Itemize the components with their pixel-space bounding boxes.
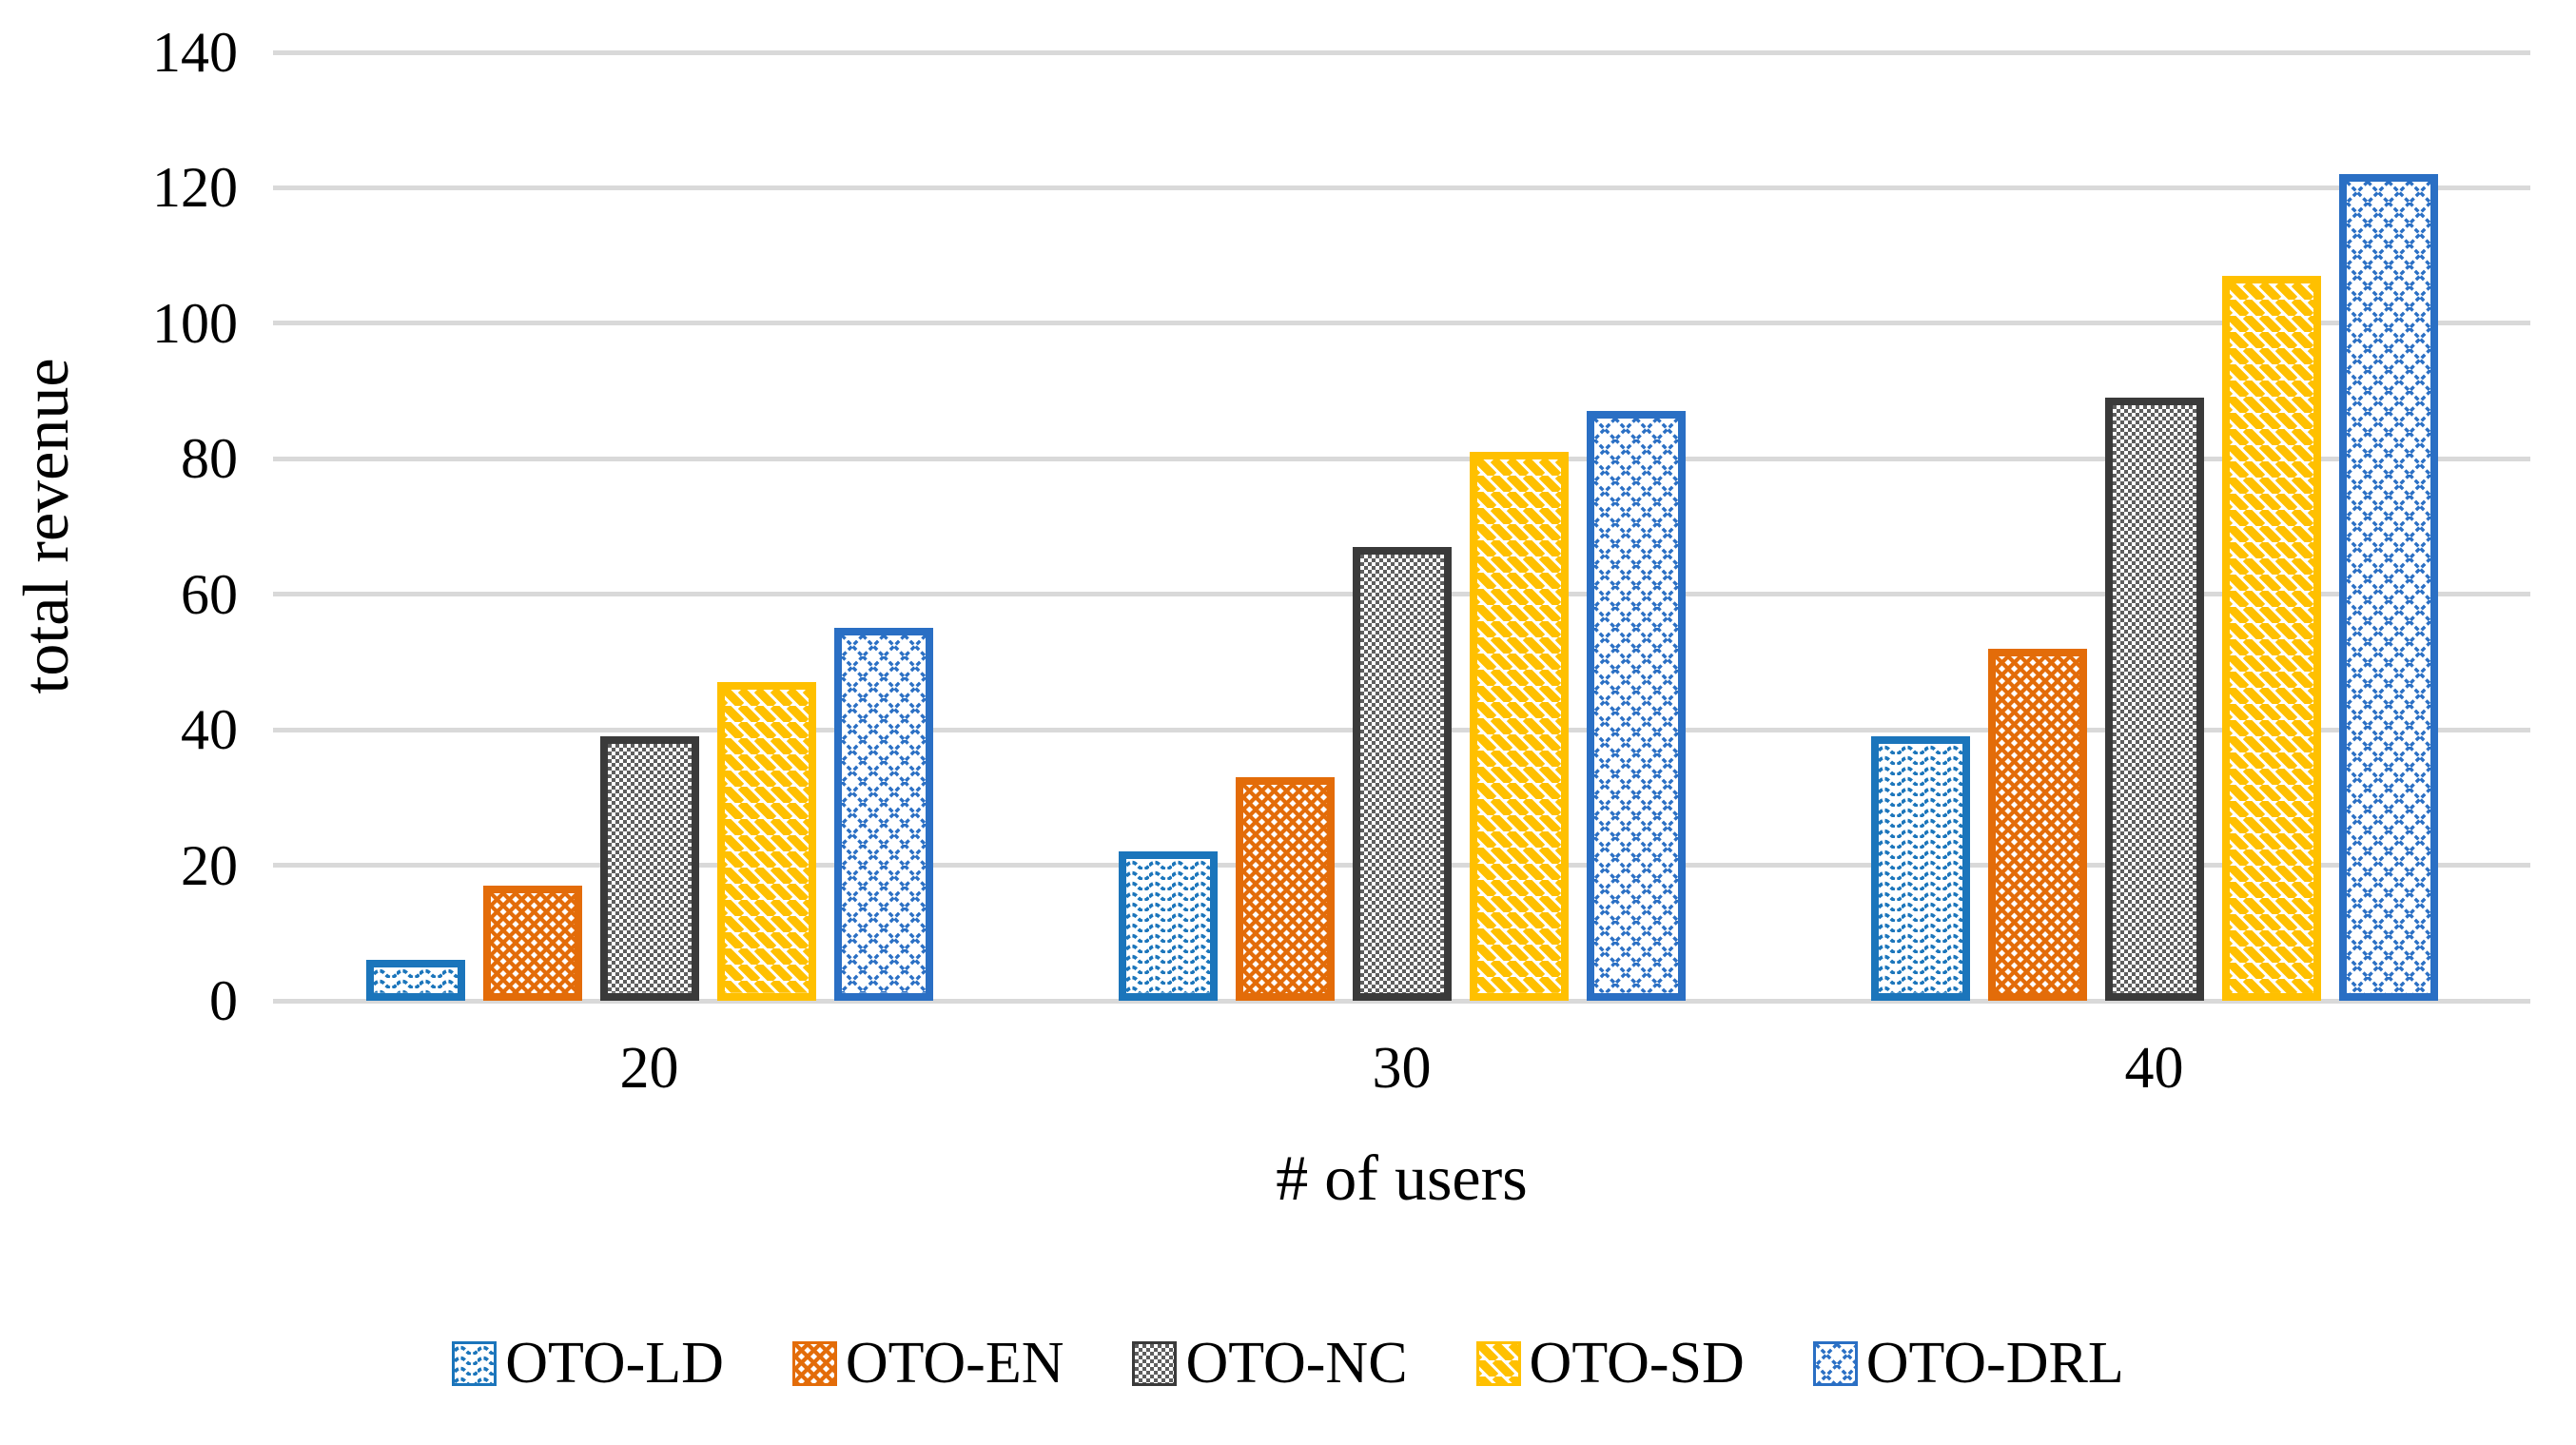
x-tick-label: 30 (1372, 1036, 1432, 1101)
x-tick-label: 40 (2124, 1036, 2184, 1101)
bar-OTO-NC-30 (1352, 546, 1452, 1001)
legend-item-OTO-EN: OTO-EN (791, 1330, 1064, 1396)
legend-swatch-icon (452, 1340, 498, 1386)
bar-group-20 (273, 52, 1025, 1001)
y-tick-label: 40 (181, 698, 238, 762)
legend-label: OTO-NC (1185, 1331, 1408, 1396)
bar-OTO-LD-20 (365, 960, 465, 1001)
y-tick-label: 80 (181, 427, 238, 491)
y-tick-label: 60 (181, 562, 238, 626)
gridline (273, 321, 2530, 326)
legend-label: OTO-DRL (1865, 1331, 2124, 1396)
y-axis-title: total revenue (10, 358, 82, 694)
bar-OTO-DRL-40 (2338, 174, 2438, 1001)
legend-label: OTO-LD (505, 1331, 724, 1396)
x-axis-line (273, 998, 2530, 1004)
y-tick-label: 0 (209, 969, 238, 1032)
bar-OTO-EN-20 (482, 885, 582, 1001)
bar-OTO-NC-40 (2104, 398, 2204, 1001)
legend: OTO-LD OTO-EN OTO-NC OTO-SD OTO-DRL (0, 1330, 2576, 1396)
bar-OTO-LD-30 (1118, 851, 1218, 1001)
bar-OTO-SD-40 (2221, 276, 2321, 1001)
plot-area (273, 49, 2530, 1004)
legend-item-OTO-NC: OTO-NC (1132, 1330, 1408, 1396)
gridline (273, 49, 2530, 55)
gridline (273, 185, 2530, 190)
legend-item-OTO-SD: OTO-SD (1475, 1330, 1745, 1396)
legend-label: OTO-EN (845, 1331, 1064, 1396)
bar-group-40 (1778, 52, 2530, 1001)
bar-OTO-DRL-20 (833, 628, 933, 1001)
legend-swatch-icon (791, 1340, 837, 1386)
bar-OTO-EN-40 (1987, 648, 2087, 1001)
x-tick-label: 20 (619, 1036, 679, 1101)
y-tick-label: 120 (152, 156, 238, 220)
bar-OTO-DRL-30 (1586, 411, 1686, 1001)
x-axis-title: # of users (1276, 1142, 1528, 1214)
bar-OTO-SD-20 (716, 682, 816, 1001)
legend-item-OTO-LD: OTO-LD (452, 1330, 724, 1396)
bar-OTO-LD-40 (1870, 736, 1970, 1001)
bar-OTO-NC-20 (599, 736, 699, 1001)
y-tick-label: 100 (152, 291, 238, 355)
bar-OTO-EN-30 (1235, 777, 1335, 1001)
y-tick-label: 20 (181, 833, 238, 897)
legend-swatch-icon (1475, 1340, 1521, 1386)
bar-group-30 (1025, 52, 1778, 1001)
gridline (273, 456, 2530, 461)
y-tick-label: 140 (152, 21, 238, 84)
legend-swatch-icon (1132, 1340, 1178, 1386)
bar-OTO-SD-30 (1469, 452, 1569, 1001)
legend-item-OTO-DRL: OTO-DRL (1812, 1330, 2124, 1396)
legend-label: OTO-SD (1529, 1331, 1745, 1396)
legend-swatch-icon (1812, 1340, 1858, 1386)
